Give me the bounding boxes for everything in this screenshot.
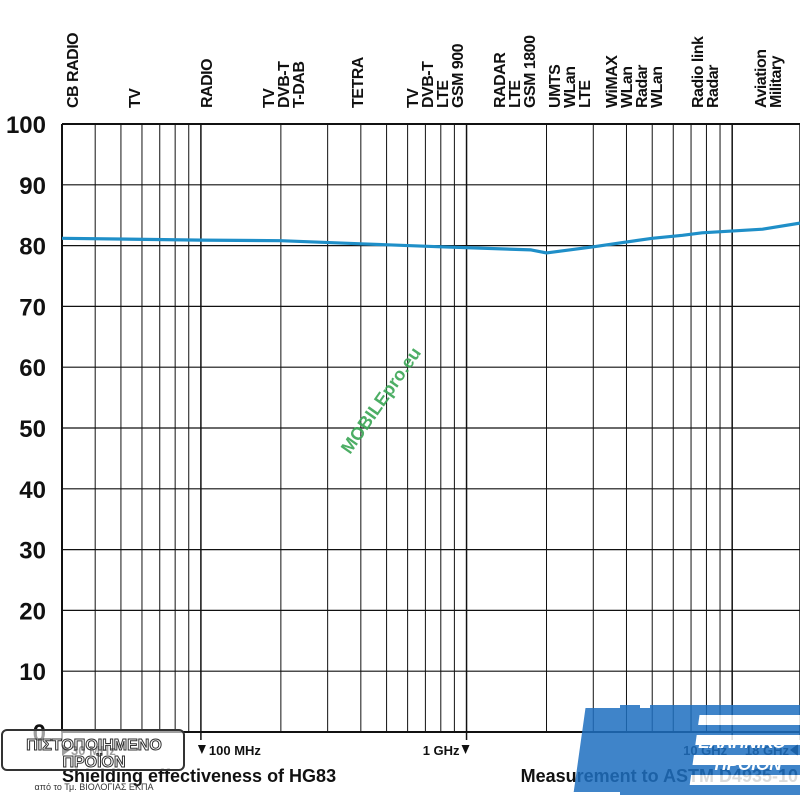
band-label: TV: [261, 88, 278, 108]
band-label: CB RADIO: [65, 33, 82, 108]
band-label: WLan: [649, 66, 666, 108]
logo-text: ΕΛΛΗΝΙΚΟ: [698, 733, 786, 752]
band-label: WiMAX: [604, 55, 621, 108]
band-label: TV: [405, 88, 422, 108]
flag-stripe: [620, 785, 800, 795]
logo-text: ΠΡΟΪΟΝ: [62, 753, 125, 771]
logo-band: [573, 708, 701, 792]
band-label: Aviation: [753, 49, 770, 108]
data-line: [61, 221, 800, 255]
band-label: LTE: [507, 80, 524, 108]
band-label: LTE: [435, 80, 452, 108]
y-tick-label: 50: [19, 416, 46, 443]
band-label: Radar: [634, 65, 651, 108]
tick-arrow: [197, 745, 206, 754]
band-label: Military: [768, 55, 785, 108]
flag-stripe: [620, 735, 800, 745]
band-label: RADAR: [492, 52, 509, 108]
x-tick-label: 1 GHz: [423, 743, 460, 758]
flag-stripe: [620, 705, 800, 715]
band-label: DVB-T: [276, 61, 293, 108]
y-tick-label: 70: [19, 294, 46, 321]
band-label: GSM 900: [450, 43, 467, 108]
y-tick-label: 20: [19, 598, 46, 625]
flag-stripe: [620, 715, 800, 725]
flag-stripe: [620, 755, 800, 765]
x-tick-label: 100 MHz: [209, 743, 262, 758]
y-tick-label: 10: [19, 659, 46, 686]
band-label: TV: [127, 88, 144, 108]
band-label: GSM 1800: [522, 35, 539, 108]
greek-logo: [573, 705, 800, 795]
band-label: WLan: [562, 66, 579, 108]
flag-stripe: [620, 765, 800, 775]
band-label: RADIO: [199, 59, 216, 108]
logo-subtext: από το Τμ. ΒΙΟΛΟΓΙΑΣ ΕΚΠΑ: [35, 782, 154, 792]
y-tick-label: 80: [19, 234, 46, 261]
watermark: MOBILEpro.eu: [337, 343, 425, 457]
band-label: DVB-T: [420, 61, 437, 108]
logo-text: ΠΡΟΪΟΝ: [715, 755, 783, 774]
flag-stripe: [620, 745, 800, 755]
band-label: Radar: [705, 65, 722, 108]
y-tick-label: 60: [19, 355, 46, 382]
logo-text: ΠΙΣΤΟΠΟΙΗΜΕΝΟ: [26, 737, 162, 754]
y-tick-label: 90: [19, 173, 46, 200]
band-label: TETRA: [350, 56, 367, 108]
y-tick-label: 100: [6, 112, 46, 139]
band-label: WLan: [619, 66, 636, 108]
tick-arrow: [461, 745, 470, 754]
band-label: T-DAB: [291, 62, 308, 108]
flag-stripe: [620, 775, 800, 785]
band-label: LTE: [577, 80, 594, 108]
y-tick-label: 30: [19, 538, 46, 565]
band-label: UMTS: [547, 64, 564, 108]
logo-box: [1, 729, 185, 771]
band-label: Radio link: [690, 36, 707, 108]
flag-stripe: [620, 725, 800, 735]
y-tick-label: 40: [19, 477, 46, 504]
